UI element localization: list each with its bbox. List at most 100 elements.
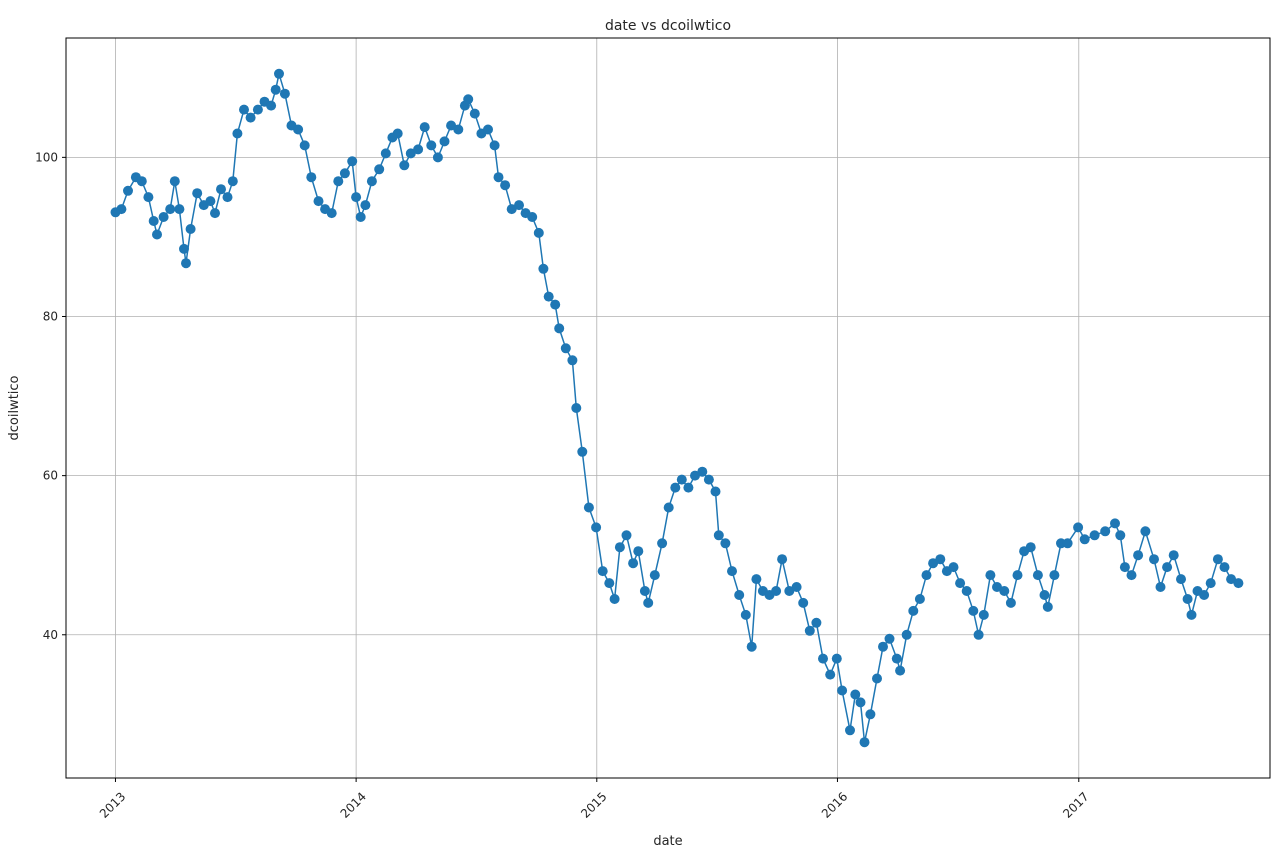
data-point	[872, 673, 882, 684]
data-point	[1073, 522, 1084, 533]
data-point	[374, 164, 385, 175]
data-point	[713, 530, 724, 541]
data-point	[751, 574, 762, 585]
data-point	[628, 558, 639, 569]
data-point	[811, 617, 822, 628]
data-point	[270, 84, 281, 95]
data-point	[326, 208, 337, 219]
data-point	[174, 204, 185, 215]
data-point	[351, 192, 362, 203]
data-point	[347, 156, 358, 167]
data-point	[1079, 534, 1090, 545]
data-point	[740, 609, 751, 620]
data-point	[489, 140, 500, 151]
data-point	[955, 578, 966, 589]
data-point	[1212, 554, 1223, 565]
data-point	[804, 625, 815, 636]
data-point	[527, 212, 538, 222]
data-point	[543, 291, 554, 302]
data-point	[1115, 530, 1126, 541]
data-point	[1133, 550, 1144, 561]
data-point	[734, 590, 745, 600]
data-point	[798, 597, 809, 608]
data-point	[777, 554, 788, 565]
data-point	[413, 144, 424, 155]
data-point	[614, 542, 625, 553]
data-point	[1199, 590, 1210, 600]
data-point	[746, 641, 757, 652]
data-point	[985, 570, 996, 581]
data-point	[697, 466, 708, 477]
data-point	[639, 586, 650, 596]
data-point	[483, 124, 493, 135]
data-point	[597, 566, 608, 577]
data-point	[710, 486, 721, 497]
data-point	[961, 586, 972, 596]
data-point	[533, 227, 544, 238]
data-point	[727, 566, 737, 577]
data-point	[901, 629, 912, 640]
data-point	[192, 188, 203, 199]
data-point	[1062, 538, 1073, 549]
data-point	[333, 176, 344, 187]
data-point	[1176, 574, 1186, 585]
data-point	[205, 196, 216, 207]
data-point	[1025, 542, 1036, 553]
data-point	[360, 200, 371, 211]
data-point	[299, 140, 310, 151]
data-point	[245, 112, 256, 123]
data-point	[865, 709, 876, 720]
data-point	[210, 208, 220, 219]
data-point	[179, 243, 189, 254]
data-point	[1162, 562, 1173, 573]
data-point	[306, 172, 317, 183]
data-point	[136, 176, 147, 187]
data-point	[1012, 570, 1023, 581]
data-point	[643, 597, 654, 608]
data-point	[419, 122, 430, 133]
data-point	[506, 204, 517, 215]
data-point	[676, 474, 687, 485]
data-point	[392, 128, 403, 139]
data-point	[1089, 530, 1100, 541]
data-point	[274, 68, 284, 79]
data-point	[914, 594, 925, 604]
data-point	[683, 482, 694, 493]
data-point	[859, 737, 870, 748]
data-point	[895, 665, 906, 676]
data-point	[366, 176, 377, 187]
data-point	[1100, 526, 1111, 537]
data-point	[1226, 574, 1237, 585]
data-point	[266, 100, 277, 111]
data-point	[432, 152, 443, 163]
data-point	[1149, 554, 1159, 565]
data-point	[1155, 582, 1166, 592]
y-tick-label: 80	[43, 309, 58, 323]
data-point	[604, 578, 615, 589]
data-point	[439, 136, 450, 147]
data-point	[1140, 526, 1151, 537]
data-point	[152, 229, 162, 240]
data-point	[1186, 609, 1197, 620]
data-point	[649, 570, 660, 581]
data-point	[181, 258, 191, 269]
data-point	[845, 725, 855, 736]
data-point	[591, 522, 602, 533]
data-point	[978, 609, 989, 620]
data-point	[252, 104, 263, 115]
data-point	[1119, 562, 1130, 573]
data-point	[227, 176, 238, 187]
data-point	[216, 184, 226, 195]
data-point	[891, 653, 902, 664]
data-point	[538, 263, 549, 274]
data-point	[657, 538, 668, 549]
data-point	[818, 653, 828, 664]
data-point	[1042, 601, 1053, 612]
data-point	[355, 212, 366, 222]
data-point	[577, 446, 588, 457]
data-point	[1168, 550, 1179, 561]
data-point	[1049, 570, 1060, 581]
data-point	[670, 482, 681, 493]
